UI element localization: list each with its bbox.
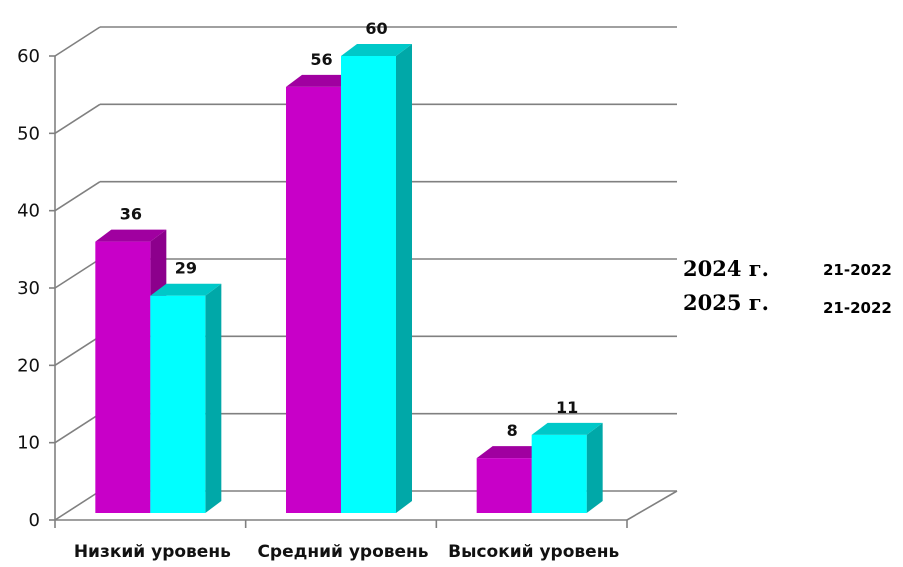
y-tick-label-10: 10 [17, 433, 40, 454]
x-tick-label-2: Высокий уровень [448, 542, 619, 562]
x-tick-label-0: Низкий уровень [74, 542, 231, 562]
bar-top-2-0 [476, 446, 548, 459]
y-tick-label-30: 30 [17, 278, 40, 299]
legend-entry-0: 2024 г. [683, 256, 769, 281]
y-tick-label-20: 20 [17, 355, 40, 376]
data-label-0-1: 29 [175, 259, 197, 278]
data-label-2-1: 11 [556, 398, 578, 417]
bar-side-1-1 [396, 44, 412, 513]
bar-side-2-1 [586, 422, 603, 513]
gridline-side-30 [54, 258, 101, 289]
bar-1-0 [286, 86, 341, 513]
bar-top-2-1 [531, 422, 603, 435]
bar-2-1 [531, 434, 587, 513]
gridline-side-0 [54, 490, 101, 521]
y-tick-label-0: 0 [29, 510, 40, 531]
bar-0-0 [95, 241, 151, 513]
legend-ghost-label-1: 21-2022 [823, 299, 892, 317]
floor-right-edge [626, 490, 678, 521]
bar-2-0 [476, 458, 532, 513]
data-label-2-0: 8 [507, 421, 518, 440]
data-label-1-0: 56 [310, 50, 332, 69]
data-label-1-1: 60 [365, 19, 387, 38]
bar-top-1-0 [286, 74, 357, 87]
legend-entry-1: 2025 г. [683, 290, 769, 315]
gridline-side-50 [54, 103, 101, 135]
gridline-side-40 [54, 180, 101, 212]
gridline-side-10 [54, 412, 101, 444]
bar-0-1 [150, 295, 206, 513]
y-tick-label-50: 50 [17, 123, 40, 144]
bar-side-0-1 [205, 283, 222, 513]
data-label-0-0: 36 [120, 205, 142, 224]
y-tick-label-40: 40 [17, 201, 40, 222]
legend-ghost-label-0: 21-2022 [823, 261, 892, 279]
bar-top-0-0 [95, 229, 167, 242]
gridline-side-20 [54, 335, 101, 367]
x-tick-label-1: Средний уровень [257, 542, 428, 562]
gridline-side-60 [54, 26, 101, 57]
bar-top-0-1 [150, 283, 222, 296]
y-tick-label-60: 60 [17, 46, 40, 67]
bar-top-1-1 [341, 44, 412, 56]
bar-1-1 [341, 56, 396, 513]
